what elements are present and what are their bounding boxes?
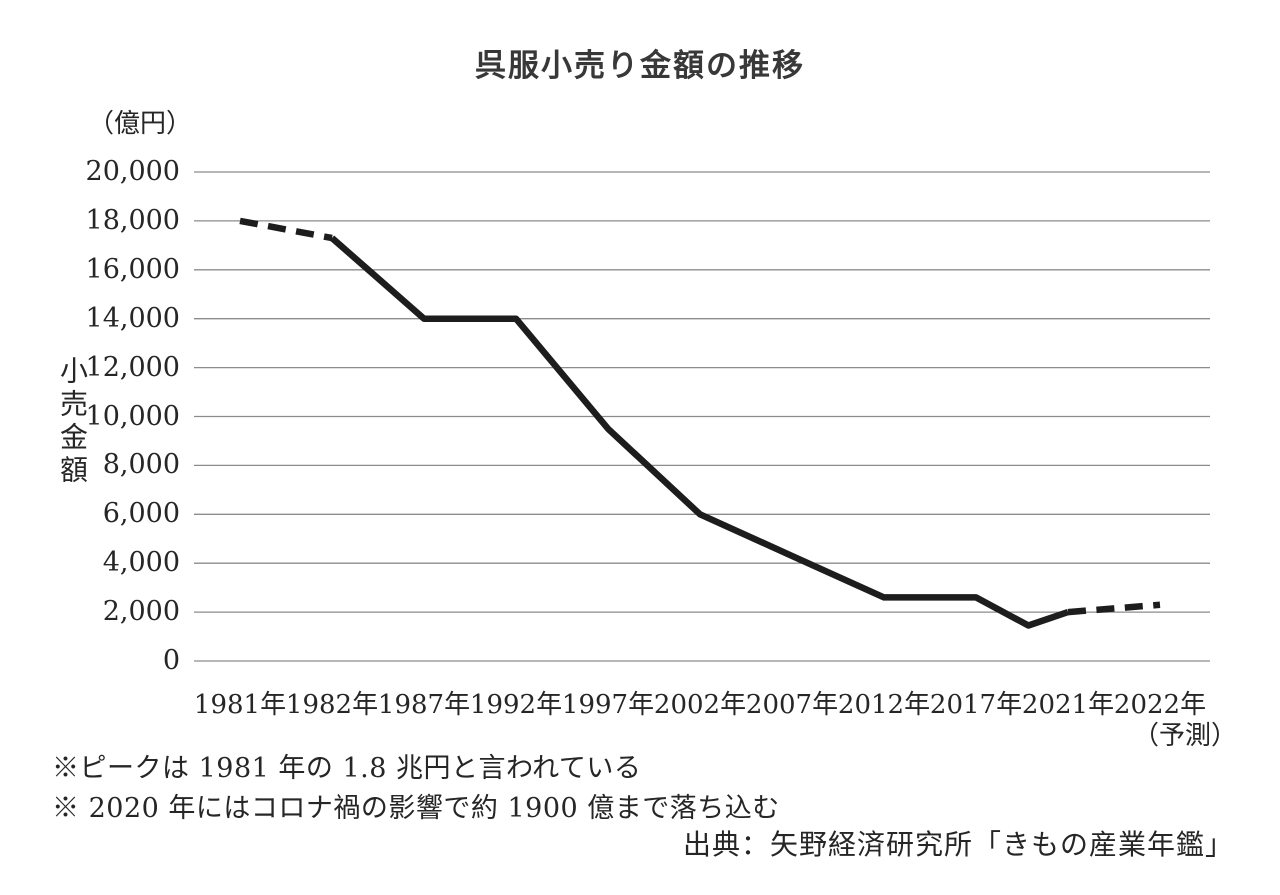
y-tick-label: 18,000 bbox=[85, 204, 180, 236]
y-tick-label: 0 bbox=[162, 645, 180, 676]
y-tick-label: 2,000 bbox=[102, 596, 180, 628]
x-tick-label: 2017年 bbox=[929, 690, 1023, 720]
y-tick-label: 14,000 bbox=[85, 302, 180, 334]
series-line-estimated-forecast bbox=[239, 217, 1161, 616]
footnote-peak-1981: ※ピークは 1981 年の 1.8 兆円と言われている bbox=[52, 753, 642, 784]
source-citation: 出典：矢野経済研究所「きもの産業年鑑」 bbox=[682, 828, 1234, 861]
x-tick-label: 1982年 bbox=[285, 690, 379, 720]
y-tick-label: 20,000 bbox=[85, 156, 180, 187]
y-tick-label: 12,000 bbox=[85, 351, 180, 383]
series-line-actual bbox=[329, 235, 1070, 629]
x-tick-label: 1981年 bbox=[193, 690, 287, 720]
x-tick-label: 2022年 bbox=[1113, 690, 1207, 720]
x-tick-label: 2002年 bbox=[653, 690, 747, 720]
y-tick-label: 10,000 bbox=[85, 400, 180, 432]
y-tick-label: 16,000 bbox=[85, 253, 180, 285]
x-tick-sublabel-forecast: （予測） bbox=[1132, 721, 1237, 751]
x-tick-label: 2021年 bbox=[1021, 690, 1115, 720]
x-tick-label: 1987年 bbox=[377, 690, 471, 720]
y-tick-label: 8,000 bbox=[102, 449, 180, 481]
footnote-covid-2020: ※ 2020 年にはコロナ禍の影響で約 1900 億まで落ち込む bbox=[52, 793, 780, 824]
x-tick-label: 2007年 bbox=[745, 690, 839, 720]
y-axis-title: 小売金額 bbox=[56, 356, 89, 488]
y-axis-unit-label: （億円） bbox=[88, 109, 193, 139]
y-tick-label: 4,000 bbox=[102, 547, 180, 579]
x-tick-label: 1997年 bbox=[561, 690, 655, 720]
x-tick-label: 1992年 bbox=[469, 690, 563, 720]
y-tick-label: 6,000 bbox=[102, 498, 180, 530]
chart-title: 呉服小売り金額の推移 bbox=[475, 48, 805, 84]
x-tick-label: 2012年 bbox=[837, 690, 931, 720]
